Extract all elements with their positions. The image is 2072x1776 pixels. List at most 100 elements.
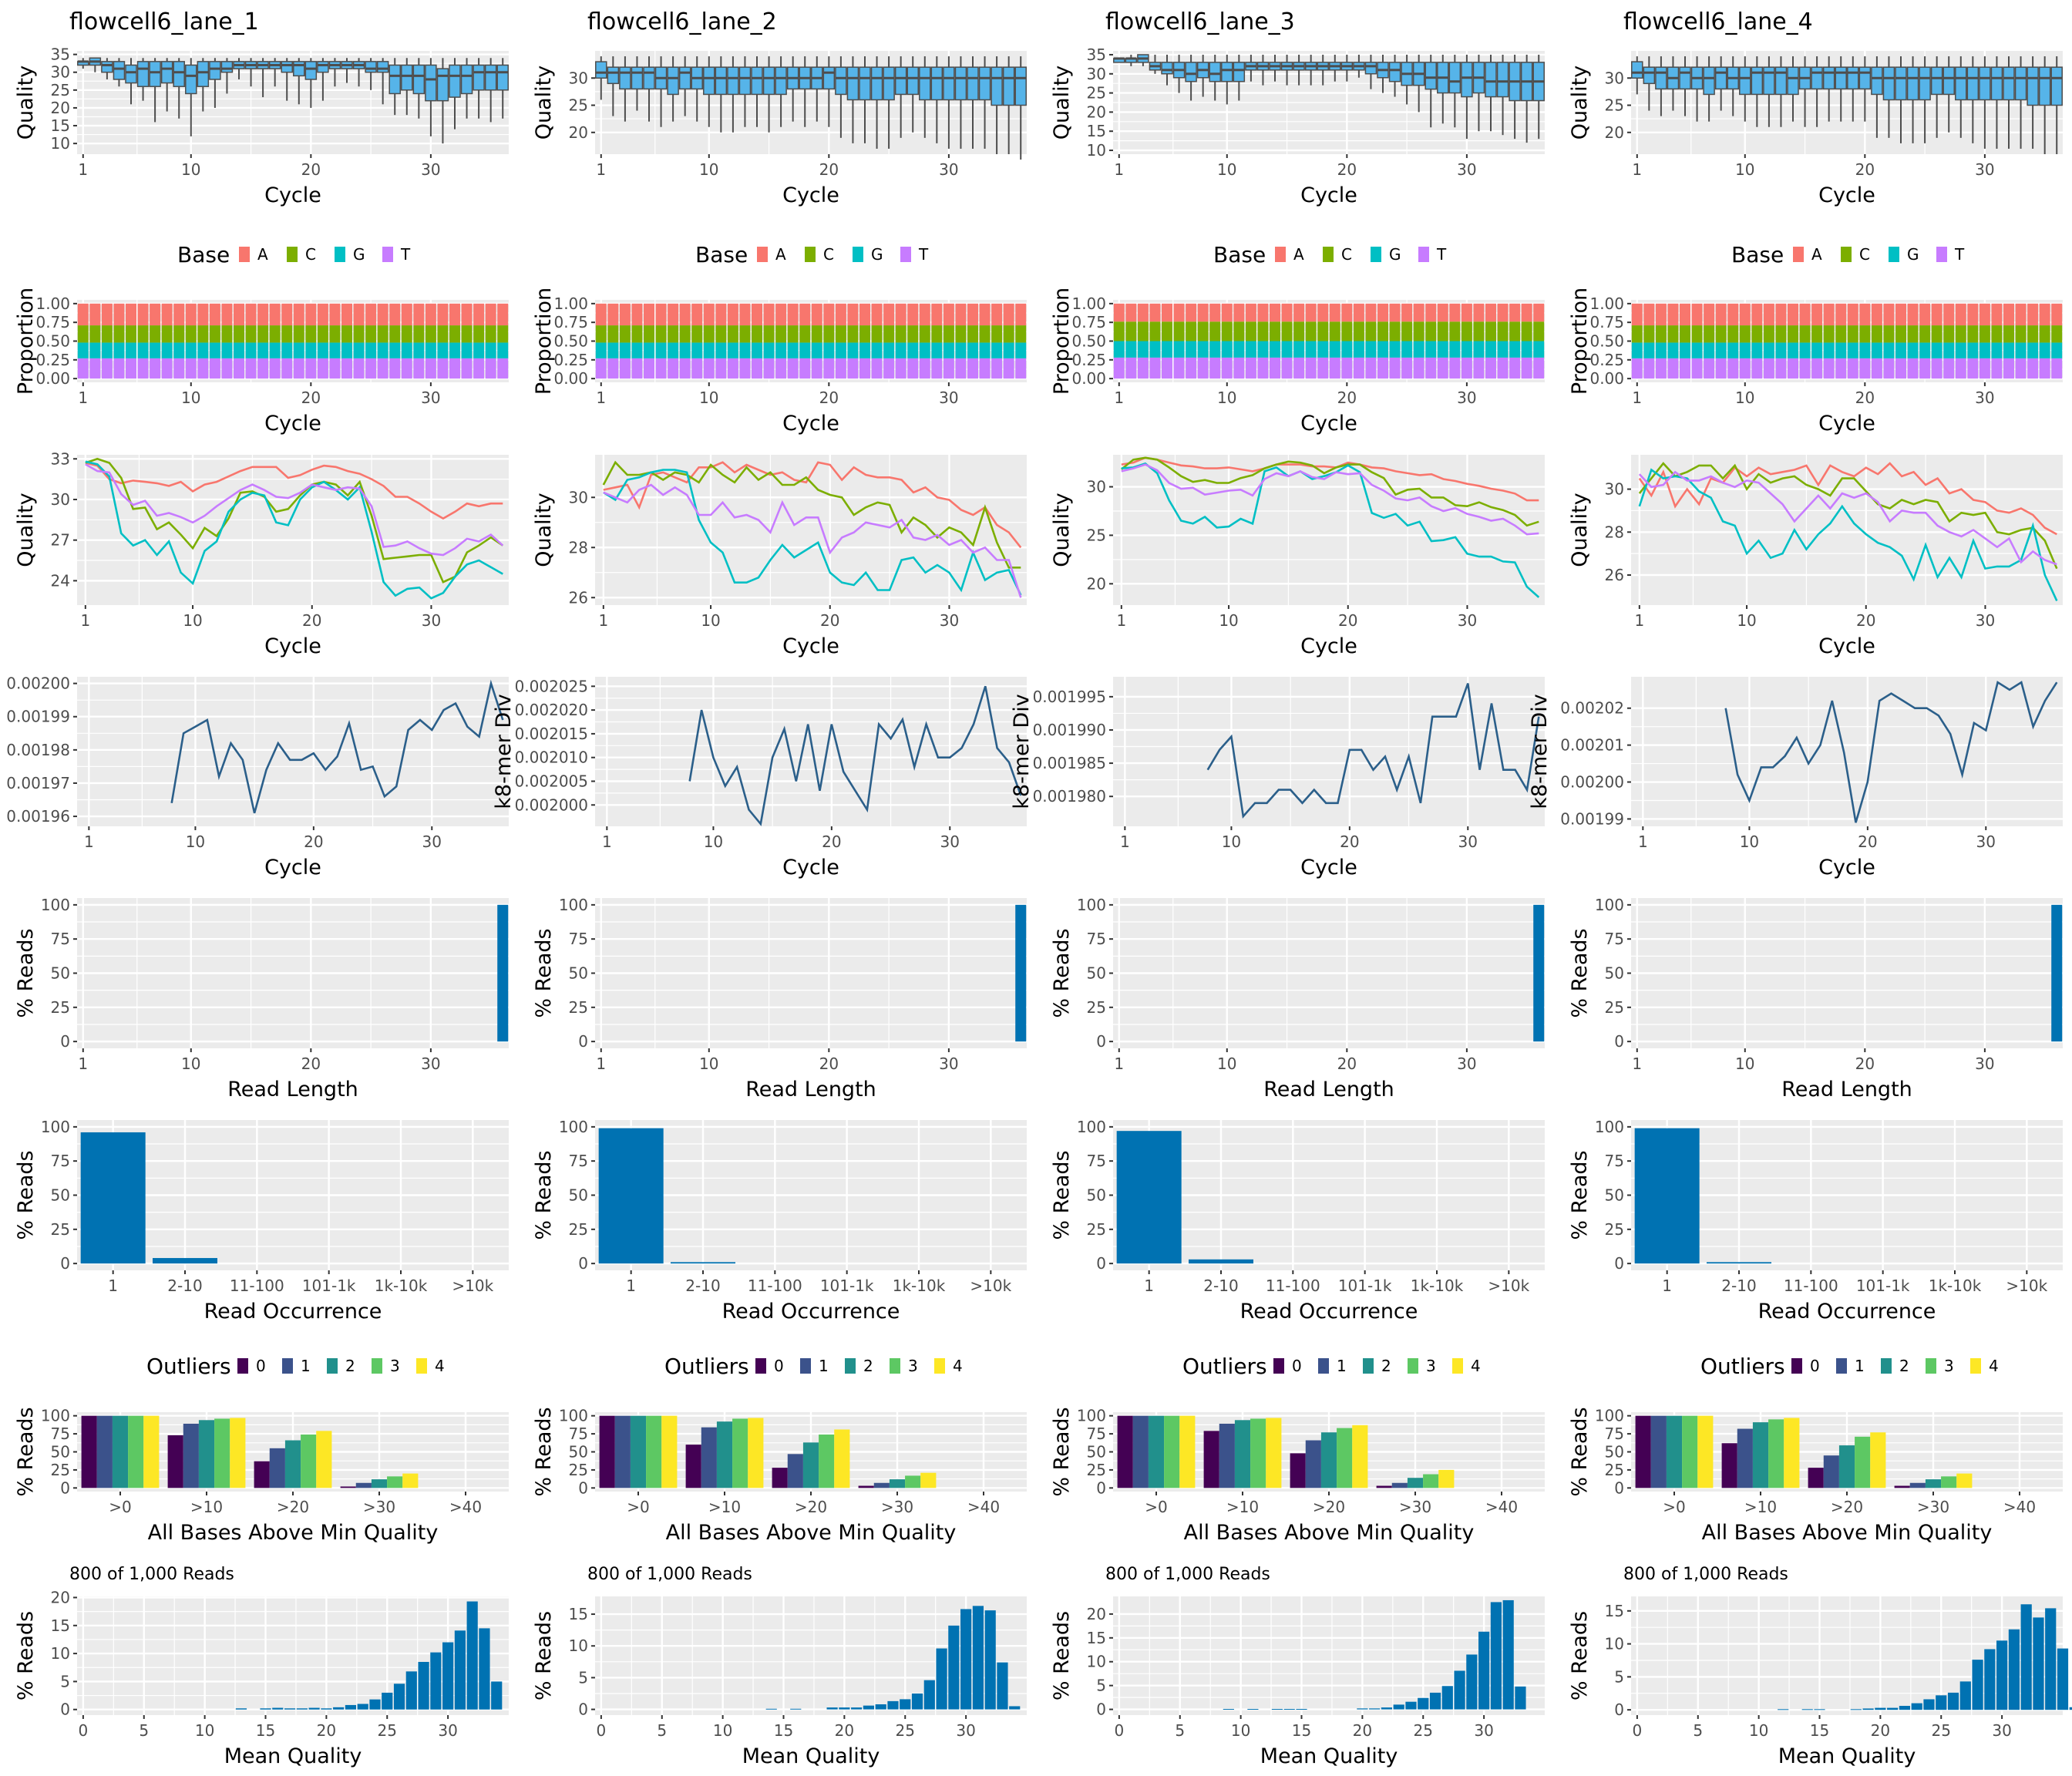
base-bar-T (1425, 357, 1437, 379)
quality-box (1703, 56, 1715, 122)
base-bar-C (1173, 321, 1185, 341)
box-body (1942, 66, 1955, 96)
base-bar-T (1680, 358, 1690, 379)
quality-box (1412, 54, 1425, 113)
outlier-bar-1 (1737, 1428, 1753, 1488)
legend-key (1841, 247, 1852, 262)
base-bar-T (1461, 357, 1472, 379)
base-bar-G (644, 342, 654, 358)
base-bar-G (449, 342, 460, 358)
base-bar-C (281, 325, 293, 343)
y-axis-label: Quality (14, 493, 38, 567)
base-bar-G (1461, 341, 1472, 358)
quality-box (1798, 56, 1811, 127)
quality-box (1221, 54, 1233, 105)
base-bar-C (1425, 321, 1437, 341)
base-bar-A (1643, 303, 1655, 326)
y-tick-label: 0 (578, 1700, 588, 1719)
base-bar-C (221, 325, 233, 343)
base-bar-C (1991, 325, 2003, 343)
y-axis-label: % Reads (1050, 928, 1074, 1018)
base-bar-C (1317, 321, 1329, 341)
y-tick-label: 20 (51, 99, 70, 117)
y-axis-label: % Reads (14, 928, 38, 1018)
quality-box (257, 58, 269, 98)
base-bar-G (1233, 341, 1245, 358)
y-tick-label: 50 (51, 1443, 70, 1462)
legend-label: T (1436, 245, 1447, 264)
y-tick-label: 0.001990 (1033, 721, 1106, 739)
base-bar-G (437, 342, 449, 358)
outlier-bar-3 (387, 1476, 403, 1488)
base-bar-T (353, 358, 365, 379)
base-bar-T (389, 358, 401, 379)
base-bar-C (365, 325, 377, 343)
base-bar-C (967, 325, 978, 343)
base-bar-T (401, 358, 412, 379)
base-bar-T (161, 358, 173, 379)
legend-label: C (1859, 245, 1870, 264)
x-tick-label: >40 (2003, 1498, 2036, 1516)
x-axis-label: Cycle (1300, 183, 1357, 207)
mean-quality-bar (369, 1699, 381, 1710)
base-bar-G (77, 342, 89, 358)
base-bar-C (644, 325, 654, 343)
base-bar-C (197, 325, 209, 343)
box-body (209, 61, 221, 80)
y-tick-label: 28 (1605, 523, 1624, 541)
x-tick-label: 20 (304, 832, 323, 851)
base-bar-C (497, 325, 509, 343)
base-bar-T (89, 358, 101, 379)
quality-box (173, 58, 185, 119)
box-body (1703, 66, 1715, 96)
y-axis-label: % Reads (1568, 928, 1592, 1018)
quality-box (281, 58, 293, 101)
legend-label: 1 (301, 1357, 311, 1375)
base-bar-C (715, 325, 727, 343)
base-bar-G (1763, 342, 1774, 358)
base-bar-A (1137, 303, 1149, 322)
base-bar-A (1775, 303, 1787, 326)
base-bar-C (943, 325, 954, 343)
base-bar-A (1895, 303, 1906, 326)
base-bar-A (173, 303, 185, 326)
base-bar-G (1113, 341, 1125, 358)
x-tick-label: 10 (1217, 1054, 1236, 1073)
base-bar-T (1186, 357, 1197, 379)
base-bar-G (1859, 342, 1871, 358)
quality-box (1448, 54, 1462, 128)
box-body (703, 66, 715, 96)
occurrence-bar (1116, 1131, 1182, 1264)
base-bar-A (1281, 303, 1293, 322)
occurrence-bar (598, 1128, 664, 1264)
base-bar-T (1149, 357, 1161, 379)
quality-box (1496, 54, 1509, 136)
base-bar-C (1643, 325, 1655, 343)
legend: Base A C G T (695, 242, 929, 267)
base-bar-A (1847, 303, 1858, 326)
quality-box (883, 56, 895, 149)
box-body (1763, 66, 1775, 96)
y-tick-label: 25 (1087, 526, 1106, 544)
mean-quality-bar (345, 1704, 357, 1710)
quality-box (954, 56, 967, 149)
quality-box (1280, 54, 1293, 86)
base-bar-A (485, 303, 496, 326)
base-bar-T (1715, 358, 1727, 379)
base-bar-A (1979, 303, 1990, 326)
x-tick-label: >30 (363, 1498, 395, 1516)
base-bar-C (150, 325, 161, 343)
y-tick-label: 0.25 (1589, 351, 1624, 369)
y-tick-label: 0 (1096, 1478, 1106, 1497)
quality-box (1895, 56, 1907, 143)
x-axis-label: Cycle (782, 634, 839, 658)
legend-key (1275, 247, 1286, 262)
box-body (1209, 62, 1221, 82)
y-tick-label: 0 (1614, 1032, 1624, 1051)
mean-quality-bar (1850, 1709, 1862, 1710)
base-bar-A (1485, 303, 1496, 322)
base-bar-A (679, 303, 691, 326)
mean-quality-bar (1972, 1660, 1983, 1710)
base-bar-G (787, 342, 799, 358)
